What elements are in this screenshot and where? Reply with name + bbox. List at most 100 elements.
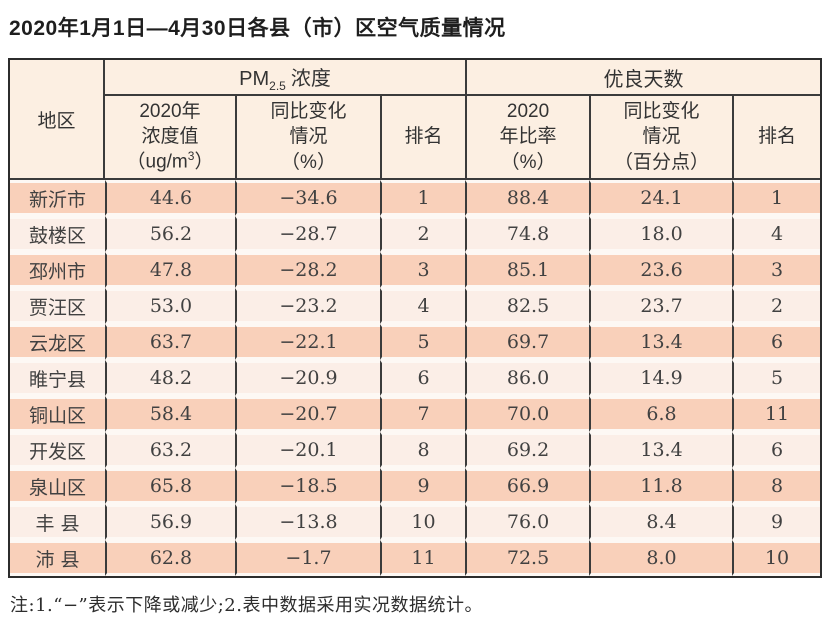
column-group-pm25: PM2.5 浓度: [105, 60, 466, 96]
cell-good-rank: 1: [732, 180, 821, 216]
cell-good-change: 8.0: [589, 540, 733, 576]
table-row: 鼓楼区 56.2 −28.7 2 74.8 18.0 4: [10, 216, 821, 252]
table-row: 睢宁县 48.2 −20.9 6 86.0 14.9 5: [10, 360, 821, 396]
cell-pm-change: −23.2: [235, 288, 380, 324]
table-row: 铜山区 58.4 −20.7 7 70.0 6.8 11: [10, 396, 821, 432]
cell-pm-value: 58.4: [105, 396, 235, 432]
cell-good-ratio: 82.5: [465, 288, 590, 324]
cell-good-rank: 2: [732, 288, 821, 324]
cell-good-change: 8.4: [589, 504, 733, 540]
table-row: 云龙区 63.7 −22.1 5 69.7 13.4 6: [10, 324, 821, 360]
header-sub-row: 2020年 浓度值 （ug/m3） 同比变化 情况 （%） 排名 2020 年比…: [10, 96, 821, 180]
cell-region: 鼓楼区: [10, 216, 105, 252]
column-header-pm-value: 2020年 浓度值 （ug/m3）: [105, 96, 235, 180]
column-header-good-change: 同比变化 情况 （百分点）: [589, 96, 733, 180]
table-row: 沛 县 62.8 −1.7 11 72.5 8.0 10: [10, 540, 821, 576]
cell-region: 云龙区: [10, 324, 105, 360]
column-header-good-rank: 排名: [732, 96, 821, 180]
cell-pm-value: 56.2: [105, 216, 235, 252]
cell-pm-change: −28.2: [235, 252, 380, 288]
cell-region: 睢宁县: [10, 360, 105, 396]
cell-region: 沛 县: [10, 540, 105, 576]
cell-pm-value: 56.9: [105, 504, 235, 540]
cell-pm-value: 63.7: [105, 324, 235, 360]
cell-good-rank: 6: [732, 432, 821, 468]
cell-good-change: 13.4: [589, 432, 733, 468]
cell-good-change: 6.8: [589, 396, 733, 432]
cell-pm-value: 62.8: [105, 540, 235, 576]
cell-pm-rank: 10: [380, 504, 466, 540]
cell-good-rank: 3: [732, 252, 821, 288]
table-row: 开发区 63.2 −20.1 8 69.2 13.4 6: [10, 432, 821, 468]
column-group-good-days: 优良天数: [465, 60, 821, 96]
cell-pm-change: −20.9: [235, 360, 380, 396]
pm25-subscript: 2.5: [269, 78, 286, 93]
cell-good-rank: 5: [732, 360, 821, 396]
cell-good-ratio: 72.5: [465, 540, 590, 576]
cell-good-ratio: 88.4: [465, 180, 590, 216]
cell-pm-change: −28.7: [235, 216, 380, 252]
good-ratio-line2: 年比率: [499, 126, 557, 148]
good-ratio-line3: （%）: [500, 151, 556, 173]
cell-good-change: 18.0: [589, 216, 733, 252]
cell-region: 铜山区: [10, 396, 105, 432]
cell-pm-change: −20.1: [235, 432, 380, 468]
cell-pm-rank: 11: [380, 540, 466, 576]
good-ratio-line1: 2020: [506, 101, 550, 123]
cell-good-change: 24.1: [589, 180, 733, 216]
column-header-pm-change: 同比变化 情况 （%）: [235, 96, 380, 180]
pm-value-unit-pre: （ug/m: [126, 151, 188, 173]
cell-pm-value: 47.8: [105, 252, 235, 288]
cell-region: 开发区: [10, 432, 105, 468]
cell-good-ratio: 69.2: [465, 432, 590, 468]
cell-region: 新沂市: [10, 180, 105, 216]
cell-pm-rank: 6: [380, 360, 466, 396]
cell-good-change: 14.9: [589, 360, 733, 396]
cell-pm-value: 48.2: [105, 360, 235, 396]
cell-pm-value: 53.0: [105, 288, 235, 324]
pm-value-line2: 浓度值: [141, 126, 199, 148]
cell-pm-rank: 7: [380, 396, 466, 432]
cell-good-ratio: 76.0: [465, 504, 590, 540]
table-row: 贾汪区 53.0 −23.2 4 82.5 23.7 2: [10, 288, 821, 324]
cell-good-change: 23.6: [589, 252, 733, 288]
cell-good-change: 23.7: [589, 288, 733, 324]
table-header: 地区 PM2.5 浓度 优良天数 2020年 浓度值 （ug/m3） 同比变化 情…: [10, 60, 821, 180]
cell-good-rank: 8: [732, 468, 821, 504]
cell-pm-rank: 4: [380, 288, 466, 324]
cell-pm-change: −34.6: [235, 180, 380, 216]
table-body: 新沂市 44.6 −34.6 1 88.4 24.1 1 鼓楼区 56.2 −28.7 2 74.8 1…: [10, 180, 821, 576]
cell-pm-change: −22.1: [235, 324, 380, 360]
footnote: 注:1.“−”表示下降或减少;2.表中数据采用实况数据统计。: [10, 595, 483, 616]
cell-pm-change: −13.8: [235, 504, 380, 540]
header-group-row: 地区 PM2.5 浓度 优良天数: [10, 60, 821, 180]
cell-pm-value: 44.6: [105, 180, 235, 216]
air-quality-table: 地区 PM2.5 浓度 优良天数 2020年 浓度值 （ug/m3） 同比变化 情…: [8, 58, 823, 578]
cell-good-ratio: 85.1: [465, 252, 590, 288]
table-row: 邳州市 47.8 −28.2 3 85.1 23.6 3: [10, 252, 821, 288]
pm-change-line3: （%）: [281, 151, 336, 173]
pm-value-line1: 2020年: [139, 101, 201, 123]
cell-region: 泉山区: [10, 468, 105, 504]
cell-pm-change: −20.7: [235, 396, 380, 432]
good-change-line2: 情况: [642, 126, 681, 148]
cell-region: 丰 县: [10, 504, 105, 540]
cell-good-ratio: 74.8: [465, 216, 590, 252]
cell-pm-value: 63.2: [105, 432, 235, 468]
column-header-good-ratio: 2020 年比率 （%）: [465, 96, 590, 180]
page-title: 2020年1月1日—4月30日各县（市）区空气质量情况: [9, 17, 506, 40]
pm-value-unit-sup: 3: [187, 149, 195, 164]
cell-pm-value: 65.8: [105, 468, 235, 504]
cell-pm-change: −18.5: [235, 468, 380, 504]
column-header-pm-rank: 排名: [380, 96, 466, 180]
cell-region: 贾汪区: [10, 288, 105, 324]
cell-good-rank: 10: [732, 540, 821, 576]
cell-pm-rank: 9: [380, 468, 466, 504]
cell-good-change: 13.4: [589, 324, 733, 360]
cell-region: 邳州市: [10, 252, 105, 288]
cell-good-change: 11.8: [589, 468, 733, 504]
cell-good-rank: 9: [732, 504, 821, 540]
column-header-region: 地区: [10, 60, 105, 180]
pm-change-line2: 情况: [289, 126, 328, 148]
